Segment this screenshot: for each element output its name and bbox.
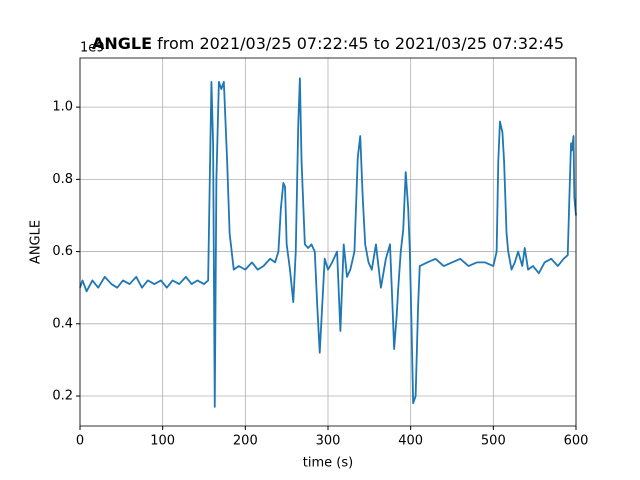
x-tick-label: 100 xyxy=(150,434,175,449)
x-tick-label: 300 xyxy=(316,434,341,449)
y-offset-label: 1e9 xyxy=(80,41,105,56)
x-tick-label: 400 xyxy=(398,434,423,449)
y-tick-label: 1.0 xyxy=(52,100,73,115)
plot-frame xyxy=(79,57,577,427)
x-tick-label: 200 xyxy=(233,434,258,449)
y-tick-label: 0.6 xyxy=(52,244,73,259)
y-axis-label: ANGLE xyxy=(29,220,44,264)
x-tick-label: 0 xyxy=(76,434,84,449)
y-tick-label: 0.4 xyxy=(52,316,73,331)
title-bold: ANGLE xyxy=(92,34,152,53)
title-rest: from 2021/03/25 07:22:45 to 2021/03/25 0… xyxy=(152,34,564,53)
chart-title: ANGLE from 2021/03/25 07:22:45 to 2021/0… xyxy=(92,34,564,53)
x-tick-label: 500 xyxy=(481,434,506,449)
y-tick-label: 0.2 xyxy=(52,389,73,404)
x-tick-label: 600 xyxy=(564,434,589,449)
x-axis-label: time (s) xyxy=(303,456,353,471)
data-line xyxy=(79,77,577,408)
y-tick-label: 0.8 xyxy=(52,172,73,187)
